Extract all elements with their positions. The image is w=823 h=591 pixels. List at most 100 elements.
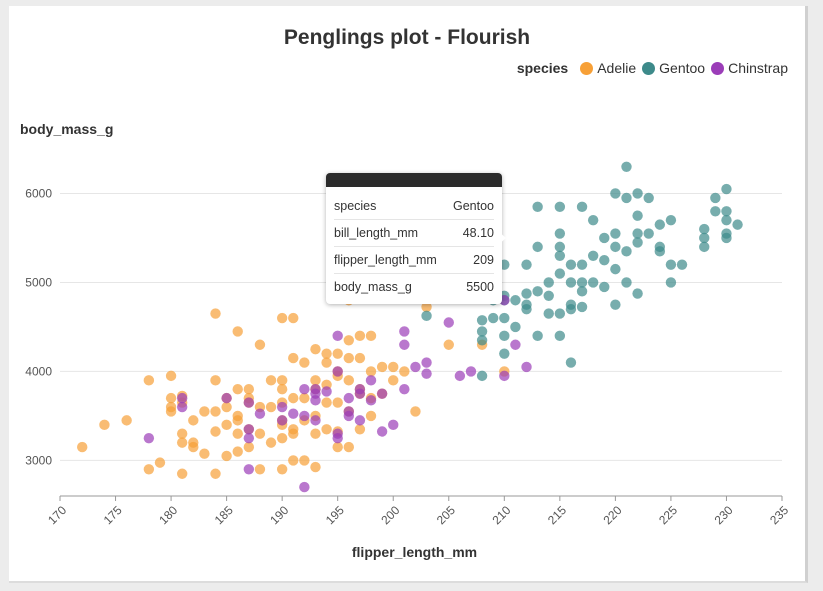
- tooltip-value: 5500: [466, 280, 494, 294]
- data-point-adelie: [265, 401, 277, 413]
- data-point-adelie: [232, 415, 243, 426]
- data-point-gentoo: [543, 308, 554, 319]
- data-point-gentoo: [699, 241, 710, 253]
- data-point-gentoo: [565, 259, 577, 270]
- data-point-chinstrap: [521, 361, 532, 373]
- data-point-adelie: [399, 366, 410, 377]
- data-point-chinstrap: [243, 432, 255, 444]
- data-point-adelie: [143, 464, 155, 475]
- data-point-gentoo: [721, 214, 732, 226]
- data-point-chinstrap: [499, 370, 510, 382]
- data-point-gentoo: [621, 161, 632, 172]
- data-point-adelie: [365, 410, 377, 422]
- x-tick-label: 175: [101, 503, 125, 527]
- x-tick-label: 230: [712, 503, 736, 527]
- legend-item-adelie[interactable]: Adelie: [580, 60, 636, 76]
- data-point-chinstrap: [299, 481, 310, 493]
- chart-title: Penglings plot - Flourish: [283, 26, 531, 49]
- data-point-gentoo: [610, 299, 621, 310]
- data-point-adelie: [421, 301, 432, 313]
- data-point-adelie: [354, 352, 366, 364]
- data-point-chinstrap: [276, 401, 288, 413]
- data-point-gentoo: [710, 192, 721, 204]
- data-point-gentoo: [665, 277, 677, 288]
- tooltip-row-body-mass: body_mass_g 5500: [334, 274, 494, 300]
- data-point-gentoo: [587, 277, 599, 288]
- data-point-adelie: [288, 428, 299, 439]
- data-point-gentoo: [521, 288, 532, 299]
- data-point-adelie: [410, 406, 421, 417]
- data-point-adelie: [276, 375, 288, 386]
- data-point-adelie: [176, 468, 188, 479]
- data-point-gentoo: [721, 206, 732, 217]
- data-point-gentoo: [521, 303, 532, 315]
- legend-label-adelie: Adelie: [597, 60, 637, 76]
- data-point-gentoo: [654, 241, 666, 253]
- data-point-adelie: [365, 330, 377, 342]
- data-point-adelie: [343, 335, 354, 346]
- x-tick-label: 205: [434, 503, 458, 527]
- data-point-gentoo: [632, 188, 643, 199]
- y-axis-label: body_mass_g: [20, 121, 114, 137]
- data-point-adelie: [210, 426, 221, 437]
- data-point-chinstrap: [410, 361, 421, 373]
- data-point-chinstrap: [299, 410, 310, 422]
- legend-item-gentoo[interactable]: Gentoo: [642, 60, 705, 76]
- data-point-adelie: [332, 348, 343, 359]
- legend-swatch-adelie: [580, 61, 594, 75]
- x-tick-label: 185: [212, 503, 236, 527]
- data-point-adelie: [254, 339, 266, 350]
- data-point-adelie: [243, 441, 255, 453]
- data-point-chinstrap: [421, 368, 432, 379]
- data-point-adelie: [376, 361, 388, 373]
- data-point-gentoo: [421, 310, 432, 322]
- data-point-gentoo: [676, 259, 688, 270]
- data-point-adelie: [210, 375, 221, 386]
- data-point-adelie: [143, 375, 155, 386]
- data-point-gentoo: [554, 241, 566, 253]
- data-point-adelie: [243, 384, 255, 395]
- data-point-chinstrap: [276, 415, 288, 426]
- data-point-adelie: [276, 384, 288, 395]
- data-point-gentoo: [732, 219, 743, 230]
- data-point-adelie: [121, 415, 132, 426]
- data-point-gentoo: [610, 228, 621, 239]
- data-point-gentoo: [621, 246, 632, 257]
- data-point-gentoo: [554, 268, 566, 279]
- data-point-adelie: [232, 428, 243, 439]
- data-point-adelie: [210, 406, 221, 417]
- data-point-chinstrap: [310, 415, 321, 426]
- data-point-gentoo: [532, 330, 543, 342]
- data-point-gentoo: [576, 201, 588, 213]
- legend-item-chinstrap[interactable]: Chinstrap: [711, 60, 788, 76]
- data-point-gentoo: [587, 250, 599, 261]
- data-point-adelie: [176, 428, 188, 439]
- data-point-adelie: [232, 446, 243, 457]
- x-tick-label: 180: [156, 503, 180, 527]
- data-point-adelie: [365, 366, 377, 377]
- data-point-adelie: [99, 419, 110, 431]
- data-point-adelie: [288, 455, 299, 466]
- data-point-chinstrap: [443, 317, 454, 328]
- data-point-adelie: [154, 457, 166, 468]
- data-point-chinstrap: [299, 384, 310, 395]
- data-point-adelie: [165, 406, 177, 417]
- data-point-adelie: [165, 392, 177, 404]
- data-point-gentoo: [565, 357, 577, 368]
- x-tick-label: 195: [323, 503, 347, 527]
- data-point-adelie: [176, 437, 188, 448]
- data-point-gentoo: [599, 232, 610, 244]
- data-point-chinstrap: [221, 392, 232, 404]
- data-point-adelie: [199, 448, 210, 459]
- data-point-gentoo: [554, 201, 566, 213]
- data-point-gentoo: [632, 210, 643, 221]
- y-tick-label: 5000: [25, 275, 52, 289]
- data-point-adelie: [221, 450, 232, 462]
- data-point-gentoo: [610, 188, 621, 199]
- data-point-chinstrap: [376, 388, 388, 399]
- data-point-chinstrap: [399, 339, 410, 350]
- data-point-adelie: [232, 384, 243, 395]
- data-point-gentoo: [621, 277, 632, 288]
- data-point-adelie: [354, 330, 366, 342]
- tooltip-key: body_mass_g: [334, 280, 412, 294]
